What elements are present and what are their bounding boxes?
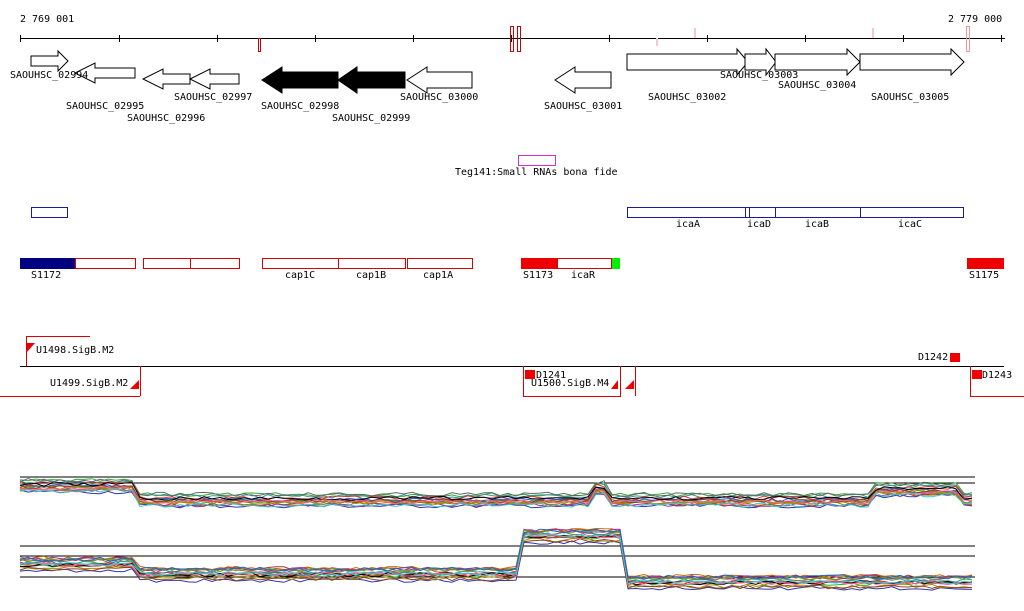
expression-trace xyxy=(19,533,973,585)
promoter-label: D1241 xyxy=(536,370,567,381)
ruler-axis xyxy=(20,38,1005,39)
ruler-start-label: 2 769 001 xyxy=(20,14,75,25)
expression-trace xyxy=(19,482,973,501)
expression-trace xyxy=(19,528,973,580)
expression-trace xyxy=(19,540,973,591)
promoter-label: U1498.SigB.M2 xyxy=(36,345,115,356)
segment-icar[interactable] xyxy=(557,258,612,269)
promoter-flag xyxy=(625,380,634,389)
segment-label: S1175 xyxy=(969,270,1000,281)
gene-label[interactable]: SAOUHSC_03001 xyxy=(544,101,623,112)
gene-label[interactable]: SAOUHSC_02998 xyxy=(261,101,340,112)
ruler-marker xyxy=(510,26,514,52)
expression-trace xyxy=(19,488,973,508)
gene-label[interactable]: SAOUHSC_03004 xyxy=(778,80,857,91)
operon-feature[interactable] xyxy=(627,207,964,218)
promoter-box-d1241[interactable] xyxy=(525,370,535,379)
gene-arrow xyxy=(337,66,406,94)
gene-arrow xyxy=(30,49,69,73)
segment-label: S1173 xyxy=(523,270,554,281)
segment-feature[interactable] xyxy=(75,258,136,269)
ruler-marker xyxy=(258,38,261,52)
promoter-flag xyxy=(611,380,618,389)
gene-label[interactable]: SAOUHSC_03005 xyxy=(871,92,950,103)
gene-arrow xyxy=(744,47,777,77)
gene-arrow xyxy=(73,62,136,84)
gene-label[interactable]: SAOUHSC_03000 xyxy=(400,92,479,103)
gene-label[interactable]: SAOUHSC_02999 xyxy=(332,113,411,124)
promoter-label: D1243 xyxy=(982,370,1013,381)
expression-trace xyxy=(19,534,973,586)
gene-arrow xyxy=(406,66,473,94)
expression-trace xyxy=(19,477,973,497)
gene-arrow xyxy=(188,68,240,90)
segment-feature[interactable] xyxy=(338,258,406,269)
segment-label: cap1C xyxy=(285,270,316,281)
segment-feature[interactable] xyxy=(407,258,473,269)
gene-arrow xyxy=(141,68,191,90)
gene-label[interactable]: SAOUHSC_02995 xyxy=(66,101,145,112)
segment-s1172[interactable] xyxy=(20,258,75,269)
gene-label[interactable]: SAOUHSC_03003 xyxy=(720,70,799,81)
srna-label: Teg141:Small RNAs bona fide xyxy=(455,167,618,178)
promoter-flag xyxy=(27,343,35,352)
expression-trace xyxy=(19,528,973,580)
gene-label[interactable]: SAOUHSC_02994 xyxy=(10,70,89,81)
expression-trace xyxy=(19,488,973,508)
gene-arrow xyxy=(261,66,339,94)
gene-label[interactable]: SAOUHSC_03002 xyxy=(648,92,727,103)
expression-trace xyxy=(19,528,973,580)
ruler-end-label: 2 779 000 xyxy=(948,14,1003,25)
promoter-label: D1242 xyxy=(918,352,949,363)
gene-label[interactable]: SAOUHSC_02996 xyxy=(127,113,206,124)
expression-trace xyxy=(19,537,973,589)
segment-s1175[interactable] xyxy=(967,258,1004,269)
operon-label: icaB xyxy=(805,219,830,230)
promoter-label: U1499.SigB.M2 xyxy=(50,378,129,389)
segment-label: cap1B xyxy=(356,270,387,281)
expression-trace xyxy=(19,485,973,505)
promoter-flag xyxy=(130,380,139,389)
expression-trace xyxy=(19,534,973,586)
expression-trace xyxy=(19,538,973,590)
operon-label: icaC xyxy=(898,219,923,230)
operon-label: icaA xyxy=(676,219,701,230)
gene-arrow xyxy=(774,47,861,77)
segment-feature[interactable] xyxy=(190,258,240,269)
ruler-marker xyxy=(517,26,521,52)
gene-arrow xyxy=(859,47,965,77)
promoter-label: U1500.SigB.M4 xyxy=(531,378,610,389)
gene-label[interactable]: SAOUHSC_02997 xyxy=(174,92,253,103)
gene-arrow xyxy=(554,66,612,94)
srna-feature[interactable] xyxy=(518,155,556,166)
promoter-box-d1243[interactable] xyxy=(972,370,982,379)
segment-label: cap1A xyxy=(423,270,454,281)
segment-s1173[interactable] xyxy=(521,258,557,269)
operon-feature[interactable] xyxy=(31,207,68,218)
segment-end-marker xyxy=(612,258,620,269)
segment-label: S1172 xyxy=(31,270,62,281)
gene-arrow xyxy=(626,47,749,77)
segment-label: icaR xyxy=(571,270,596,281)
operon-label: icaD xyxy=(747,219,772,230)
expression-trace xyxy=(19,478,973,498)
promoter-box-d1242[interactable] xyxy=(950,353,960,362)
ruler-marker xyxy=(966,26,970,52)
promoter-axis xyxy=(20,366,1004,367)
